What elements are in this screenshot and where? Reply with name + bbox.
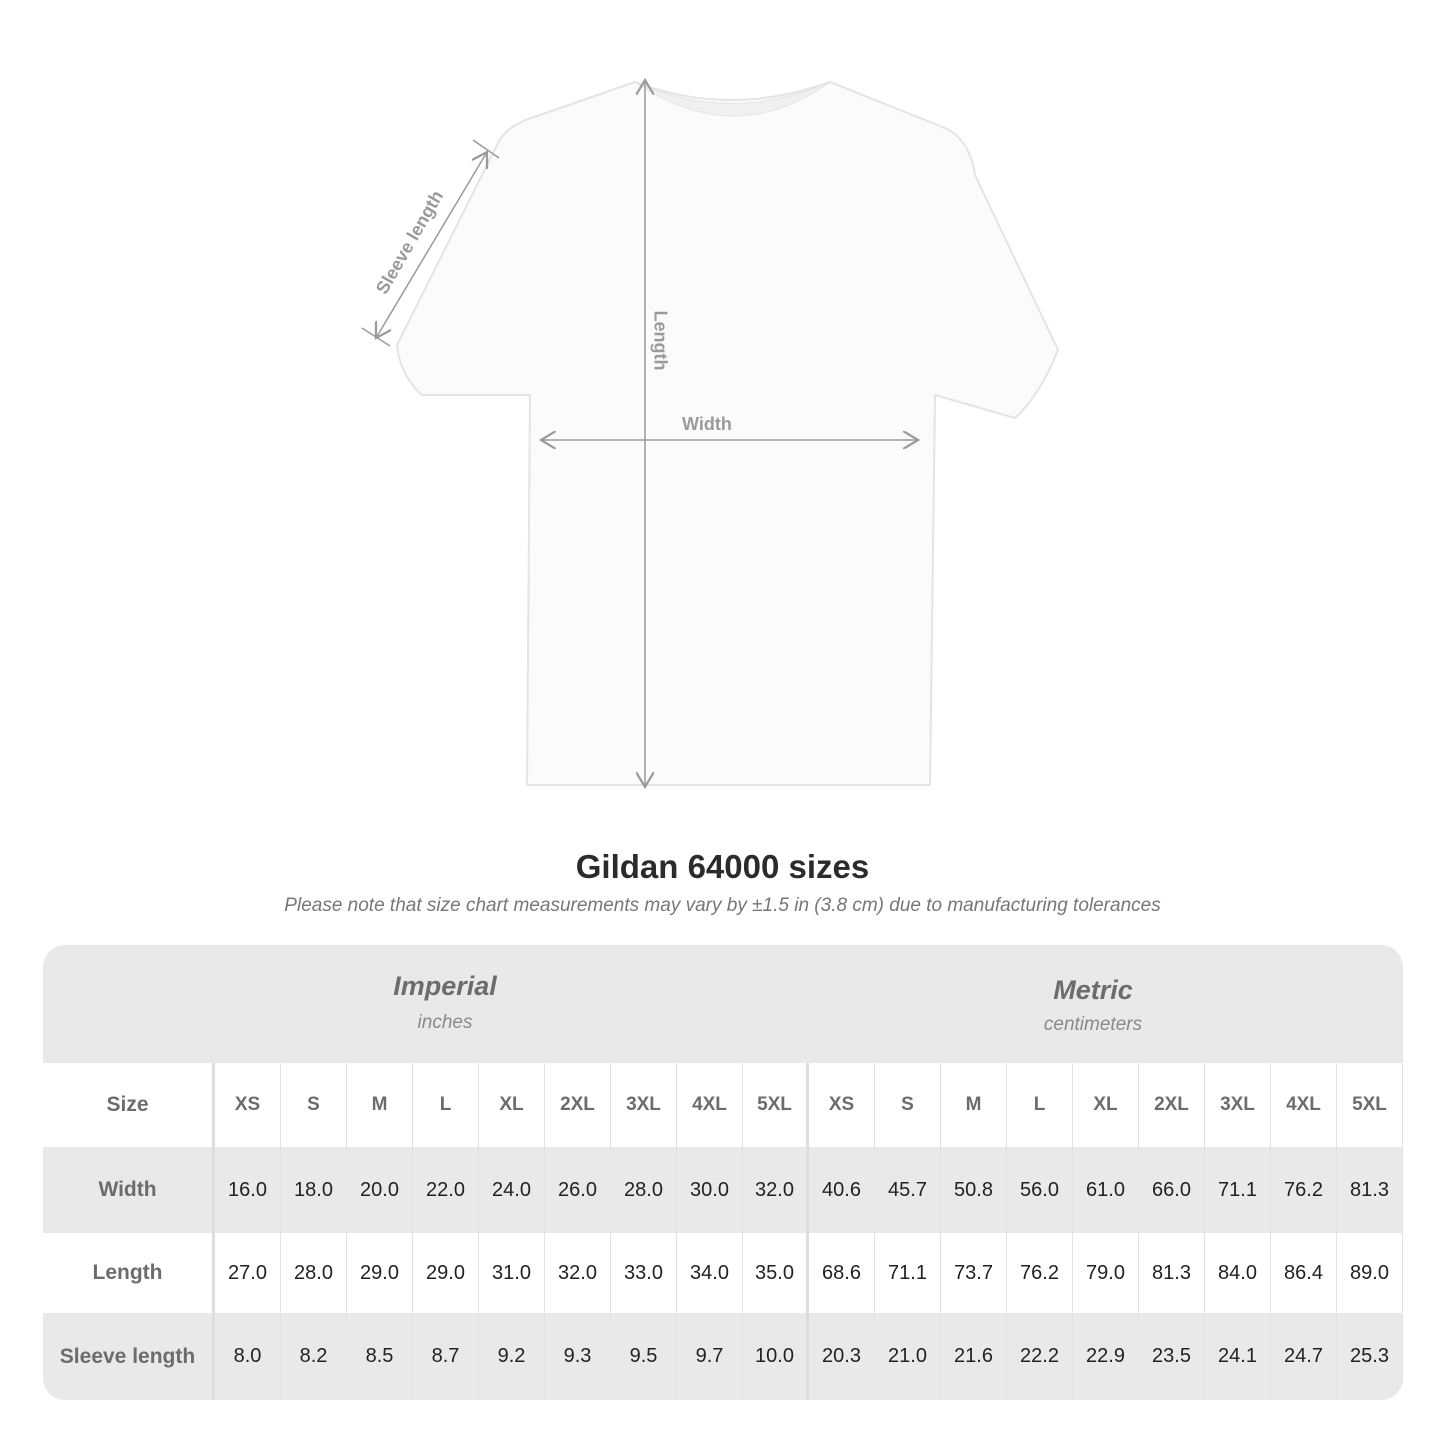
table-cell-imperial: 28.0 bbox=[611, 1147, 677, 1233]
table-cell-imperial: 8.2 bbox=[281, 1313, 347, 1400]
metric-header: Metric centimeters bbox=[863, 945, 1323, 1063]
table-cell-imperial: 30.0 bbox=[677, 1147, 743, 1233]
table-cell-metric: 21.6 bbox=[941, 1313, 1007, 1400]
table-row: Width 16.0 18.0 20.0 22.0 24.0 26.0 28.0 30.0 32.… bbox=[43, 1147, 1403, 1233]
table-cell-imperial: 29.0 bbox=[413, 1233, 479, 1313]
imperial-title: Imperial bbox=[393, 971, 497, 1001]
table-cell-imperial: 33.0 bbox=[611, 1233, 677, 1313]
table-cell-imperial: 29.0 bbox=[347, 1233, 413, 1313]
table-cell-metric: 24.7 bbox=[1271, 1313, 1337, 1400]
table-cell-imperial: 34.0 bbox=[677, 1233, 743, 1313]
table-row: Length 27.0 28.0 29.0 29.0 31.0 32.0 33.0 34.0 35… bbox=[43, 1233, 1403, 1313]
table-cell-metric: 71.1 bbox=[875, 1233, 941, 1313]
tolerance-note: Please note that size chart measurements… bbox=[284, 895, 1161, 916]
table-cell-imperial: 28.0 bbox=[281, 1233, 347, 1313]
table-cell-metric: 20.3 bbox=[809, 1313, 875, 1400]
size-header-imperial: L bbox=[413, 1063, 479, 1147]
table-cell-imperial: 9.7 bbox=[677, 1313, 743, 1400]
row-label: Length bbox=[43, 1233, 215, 1313]
table-cell-metric: 40.6 bbox=[809, 1147, 875, 1233]
table-cell-metric: 23.5 bbox=[1139, 1313, 1205, 1400]
size-header-metric: 4XL bbox=[1271, 1063, 1337, 1147]
size-header-metric: 5XL bbox=[1337, 1063, 1403, 1147]
page-title: Gildan 64000 sizes bbox=[575, 848, 870, 885]
table-cell-metric: 68.6 bbox=[809, 1233, 875, 1313]
table-cell-metric: 24.1 bbox=[1205, 1313, 1271, 1400]
size-header-metric: L bbox=[1007, 1063, 1073, 1147]
row-label: Width bbox=[43, 1147, 215, 1233]
table-cell-imperial: 8.7 bbox=[413, 1313, 479, 1400]
table-cell-metric: 76.2 bbox=[1007, 1233, 1073, 1313]
table-cell-imperial: 9.3 bbox=[545, 1313, 611, 1400]
size-header-metric: S bbox=[875, 1063, 941, 1147]
table-cell-metric: 79.0 bbox=[1073, 1233, 1139, 1313]
size-header-metric: XS bbox=[809, 1063, 875, 1147]
table-cell-metric: 84.0 bbox=[1205, 1233, 1271, 1313]
table-row: Sleeve length 8.0 8.2 8.5 8.7 9.2 9.3 9.5 9.7 10.… bbox=[43, 1313, 1403, 1400]
size-header-imperial: XS bbox=[215, 1063, 281, 1147]
table-cell-imperial: 32.0 bbox=[545, 1233, 611, 1313]
table-cell-metric: 71.1 bbox=[1205, 1147, 1271, 1233]
table-cell-metric: 73.7 bbox=[941, 1233, 1007, 1313]
table-cell-imperial: 9.5 bbox=[611, 1313, 677, 1400]
row-label: Size bbox=[43, 1063, 215, 1147]
metric-unit: centimeters bbox=[1043, 1014, 1143, 1035]
table-cell-imperial: 8.5 bbox=[347, 1313, 413, 1400]
size-header-imperial: XL bbox=[479, 1063, 545, 1147]
metric-title: Metric bbox=[1053, 975, 1133, 1005]
table-cell-metric: 22.2 bbox=[1007, 1313, 1073, 1400]
table-cell-metric: 81.3 bbox=[1139, 1233, 1205, 1313]
sleeve-arrow bbox=[376, 152, 487, 338]
size-header-metric: XL bbox=[1073, 1063, 1139, 1147]
table-cell-metric: 76.2 bbox=[1271, 1147, 1337, 1233]
size-header-imperial: S bbox=[281, 1063, 347, 1147]
imperial-header: Imperial inches bbox=[215, 945, 675, 1063]
table-cell-metric: 61.0 bbox=[1073, 1147, 1139, 1233]
table-cell-metric: 22.9 bbox=[1073, 1313, 1139, 1400]
table-cell-metric: 56.0 bbox=[1007, 1147, 1073, 1233]
table-cell-metric: 21.0 bbox=[875, 1313, 941, 1400]
size-header-metric: 3XL bbox=[1205, 1063, 1271, 1147]
table-cell-metric: 45.7 bbox=[875, 1147, 941, 1233]
table-cell-imperial: 27.0 bbox=[215, 1233, 281, 1313]
table-cell-imperial: 10.0 bbox=[743, 1313, 809, 1400]
table-cell-metric: 25.3 bbox=[1337, 1313, 1403, 1400]
size-header-imperial: 4XL bbox=[677, 1063, 743, 1147]
table-cell-metric: 81.3 bbox=[1337, 1147, 1403, 1233]
size-header-imperial: 5XL bbox=[743, 1063, 809, 1147]
table-cell-metric: 89.0 bbox=[1337, 1233, 1403, 1313]
table-cell-imperial: 31.0 bbox=[479, 1233, 545, 1313]
size-header-imperial: 2XL bbox=[545, 1063, 611, 1147]
imperial-unit: inches bbox=[417, 1012, 473, 1033]
table-cell-imperial: 8.0 bbox=[215, 1313, 281, 1400]
table-cell-metric: 86.4 bbox=[1271, 1233, 1337, 1313]
width-label: Width bbox=[682, 414, 732, 434]
table-cell-imperial: 20.0 bbox=[347, 1147, 413, 1233]
length-label: Length bbox=[650, 310, 671, 371]
size-header-metric: M bbox=[941, 1063, 1007, 1147]
table-cell-imperial: 24.0 bbox=[479, 1147, 545, 1233]
table-cell-imperial: 22.0 bbox=[413, 1147, 479, 1233]
size-header-metric: 2XL bbox=[1139, 1063, 1205, 1147]
table-cell-imperial: 35.0 bbox=[743, 1233, 809, 1313]
size-header-imperial: M bbox=[347, 1063, 413, 1147]
size-header-imperial: 3XL bbox=[611, 1063, 677, 1147]
table-cell-imperial: 32.0 bbox=[743, 1147, 809, 1233]
table-cell-metric: 50.8 bbox=[941, 1147, 1007, 1233]
table-cell-imperial: 18.0 bbox=[281, 1147, 347, 1233]
table-cell-metric: 66.0 bbox=[1139, 1147, 1205, 1233]
table-cell-imperial: 16.0 bbox=[215, 1147, 281, 1233]
size-header-row: Size XS S M L XL 2XL 3XL 4XL 5XL XS S M L XL 2XL 3XL 4XL 5… bbox=[43, 1063, 1403, 1147]
table-cell-imperial: 9.2 bbox=[479, 1313, 545, 1400]
tshirt-diagram bbox=[361, 0, 1060, 820]
table-cell-imperial: 26.0 bbox=[545, 1147, 611, 1233]
row-label: Sleeve length bbox=[43, 1313, 215, 1400]
size-table: Imperial inches Metric centimeters Size X… bbox=[43, 945, 1403, 1400]
